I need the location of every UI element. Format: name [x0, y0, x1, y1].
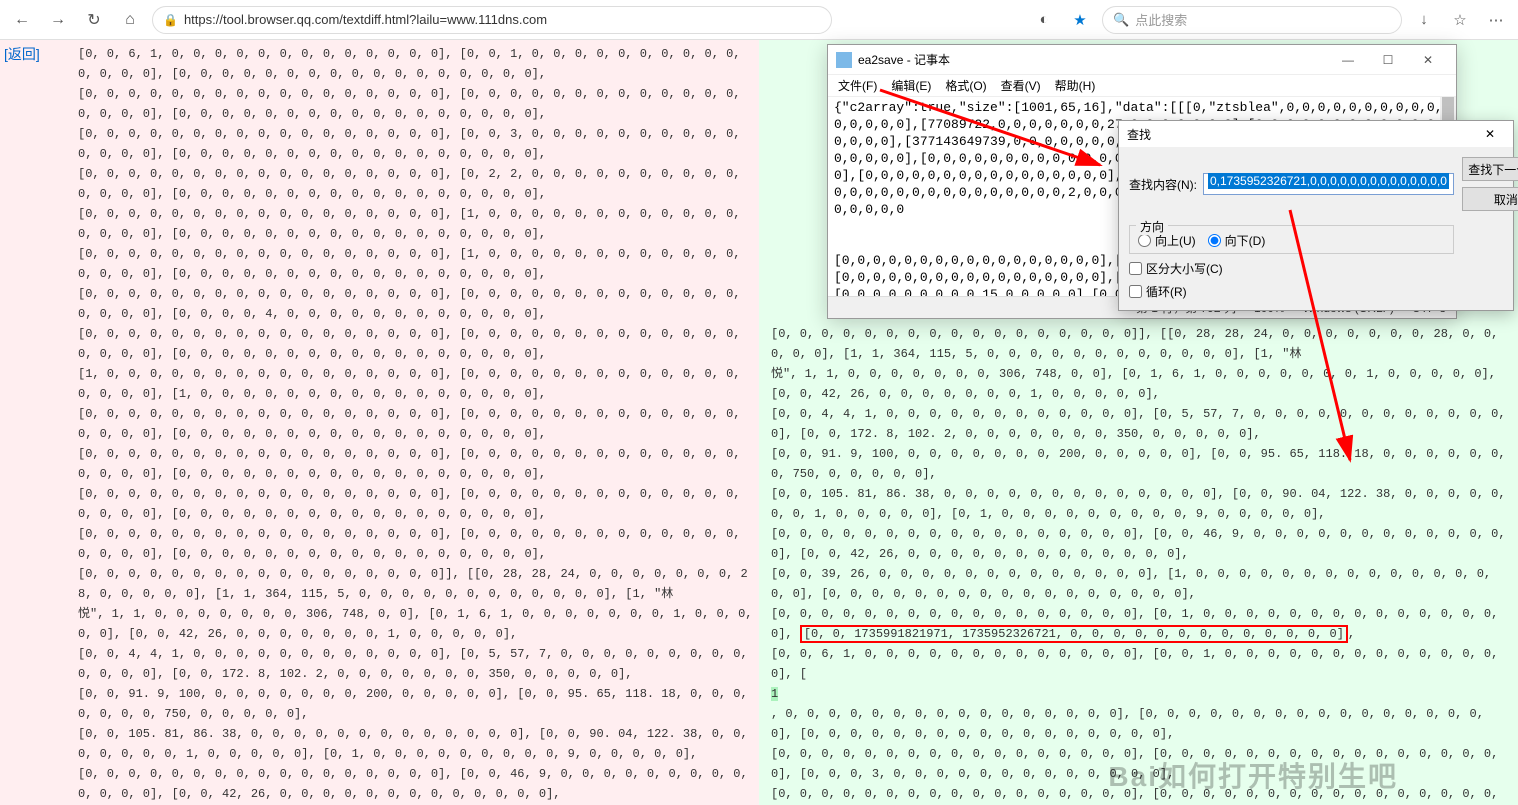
- close-button[interactable]: ✕: [1408, 46, 1448, 74]
- url-bar[interactable]: 🔒 https://tool.browser.qq.com/textdiff.h…: [152, 6, 832, 34]
- notepad-app-icon: [836, 52, 852, 68]
- notepad-title: ea2save - 记事本: [858, 51, 1328, 68]
- menu-icon[interactable]: ⋯: [1482, 6, 1510, 34]
- find-label: 查找内容(N):: [1129, 176, 1197, 193]
- find-direction-group: 方向 向上(U) 向下(D): [1129, 225, 1454, 254]
- find-input-row: 查找内容(N): 0,1735952326721,0,0,0,0,0,0,0,0…: [1129, 157, 1454, 211]
- maximize-button[interactable]: ☐: [1368, 46, 1408, 74]
- find-dialog: 查找 ✕ 查找内容(N): 0,1735952326721,0,0,0,0,0,…: [1118, 120, 1514, 311]
- home-button[interactable]: ⌂: [116, 6, 144, 34]
- extensions-icon[interactable]: ↓: [1410, 6, 1438, 34]
- notepad-menu-item[interactable]: 文件(F): [832, 75, 883, 96]
- browser-toolbar: ← → ↻ ⌂ 🔒 https://tool.browser.qq.com/te…: [0, 0, 1518, 40]
- lock-icon: 🔒: [163, 13, 178, 27]
- find-close-button[interactable]: ✕: [1475, 123, 1505, 145]
- direction-up-radio[interactable]: [1138, 234, 1151, 247]
- notepad-menu-item[interactable]: 查看(V): [995, 75, 1047, 96]
- return-link[interactable]: [返回]: [4, 44, 40, 64]
- direction-label: 方向: [1136, 218, 1168, 235]
- back-button[interactable]: ←: [8, 6, 36, 34]
- find-next-button[interactable]: 查找下一个(F): [1462, 157, 1518, 181]
- direction-down-radio[interactable]: [1208, 234, 1221, 247]
- find-body: 查找内容(N): 0,1735952326721,0,0,0,0,0,0,0,0…: [1119, 147, 1513, 310]
- find-titlebar[interactable]: 查找 ✕: [1119, 121, 1513, 147]
- find-cancel-button[interactable]: 取消: [1462, 187, 1518, 211]
- notepad-menu-item[interactable]: 帮助(H): [1049, 75, 1102, 96]
- wrap-check[interactable]: 循环(R): [1129, 283, 1454, 300]
- diff-left-content: [0, 0, 6, 1, 0, 0, 0, 0, 0, 0, 0, 0, 0, …: [6, 44, 753, 805]
- direction-down[interactable]: 向下(D): [1208, 232, 1266, 249]
- notepad-menu-item[interactable]: 编辑(E): [885, 75, 937, 96]
- favorites-bar-icon[interactable]: ☆: [1446, 6, 1474, 34]
- case-checkbox[interactable]: [1129, 262, 1142, 275]
- search-placeholder: 点此搜索: [1135, 10, 1187, 29]
- find-input-value: 0,1735952326721,0,0,0,0,0,0,0,0,0,0,0,0,…: [1208, 173, 1449, 189]
- find-buttons: 查找下一个(F) 取消: [1462, 157, 1518, 211]
- refresh-button[interactable]: ↻: [80, 6, 108, 34]
- find-options: 方向 向上(U) 向下(D) 区分大小写(C) 循环(R): [1129, 223, 1454, 300]
- find-title: 查找: [1127, 126, 1475, 143]
- favorite-star-icon[interactable]: ★: [1066, 6, 1094, 34]
- notepad-titlebar[interactable]: ea2save - 记事本 — ☐ ✕: [828, 45, 1456, 75]
- notepad-menu-item[interactable]: 格式(O): [939, 75, 992, 96]
- sync-icon[interactable]: ◐: [1030, 6, 1058, 34]
- search-box[interactable]: 🔍 点此搜索: [1102, 6, 1402, 34]
- forward-button[interactable]: →: [44, 6, 72, 34]
- find-input[interactable]: 0,1735952326721,0,0,0,0,0,0,0,0,0,0,0,0,…: [1203, 173, 1454, 195]
- url-text: https://tool.browser.qq.com/textdiff.htm…: [184, 12, 821, 27]
- notepad-menubar: 文件(F)编辑(E)格式(O)查看(V)帮助(H): [828, 75, 1456, 97]
- case-sensitive-check[interactable]: 区分大小写(C): [1129, 260, 1454, 277]
- minimize-button[interactable]: —: [1328, 46, 1368, 74]
- wrap-checkbox[interactable]: [1129, 285, 1142, 298]
- diff-left-pane[interactable]: [返回] [0, 0, 6, 1, 0, 0, 0, 0, 0, 0, 0, 0…: [0, 40, 759, 805]
- search-icon: 🔍: [1113, 12, 1129, 28]
